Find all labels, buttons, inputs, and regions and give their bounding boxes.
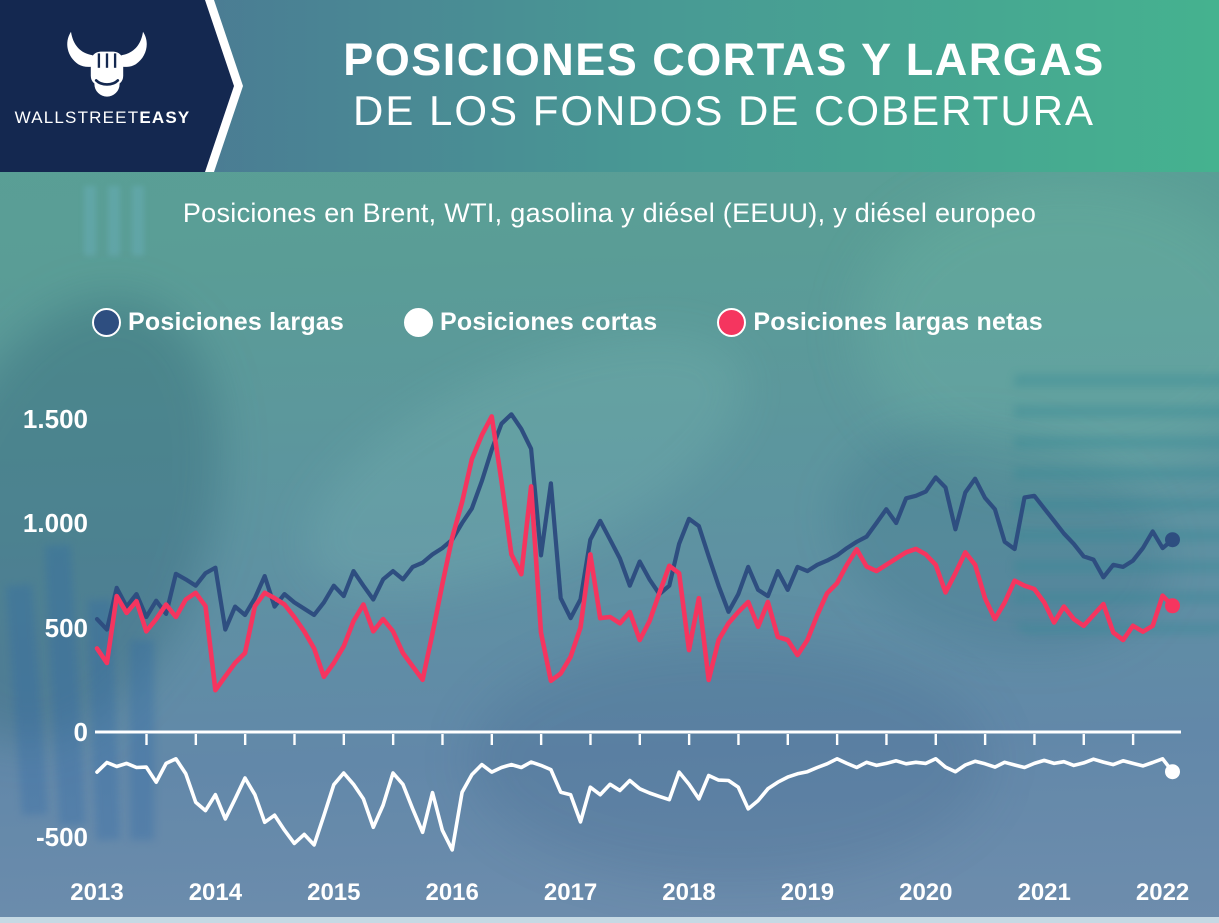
brand-regular: WALLSTREET (14, 108, 140, 127)
brand-wordmark: WALLSTREETEASY (0, 108, 205, 128)
series-line-largas (94, 412, 1175, 632)
legend-item-posiciones-cortas: Posiciones cortas (404, 308, 657, 337)
header-banner: WALLSTREETEASY POSICIONES CORTAS Y LARGA… (0, 0, 1219, 172)
series-line-cortas (95, 756, 1175, 852)
legend-label: Posiciones largas netas (753, 308, 1043, 336)
series-line-largas-netas (94, 414, 1175, 693)
brand-bold: EASY (139, 108, 191, 127)
chart-subtitle: Posiciones en Brent, WTI, gasolina y dié… (182, 198, 1037, 228)
title-line-2: DE LOS FONDOS DE COBERTURA (352, 86, 1095, 134)
series-end-dot-largas (1165, 532, 1180, 548)
legend-dot-largas (92, 308, 121, 337)
legend-item-posiciones-largas: Posiciones largas (92, 308, 344, 337)
series-end-dot-largas-netas (1165, 598, 1180, 614)
legend-dot-cortas (404, 308, 433, 337)
logo-panel: WALLSTREETEASY (0, 0, 234, 172)
bull-logo-icon (67, 31, 147, 97)
legend-item-posiciones-largas-netas: Posiciones largas netas (717, 308, 1043, 337)
title-line-1: POSICIONES CORTAS Y LARGAS (343, 34, 1105, 85)
legend-label: Posiciones cortas (440, 308, 658, 336)
chart-legend: Posiciones largas Posiciones cortas Posi… (92, 308, 1043, 337)
page-title: POSICIONES CORTAS Y LARGAS DE LOS FONDOS… (244, 34, 1204, 135)
legend-dot-largas-netas (717, 308, 747, 337)
legend-label: Posiciones largas (128, 308, 344, 336)
series-end-dot-cortas (1165, 764, 1180, 780)
